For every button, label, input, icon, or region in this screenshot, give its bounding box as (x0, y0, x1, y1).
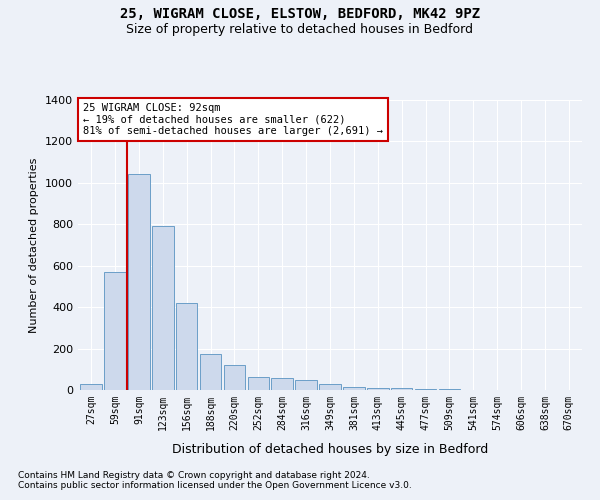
Y-axis label: Number of detached properties: Number of detached properties (29, 158, 40, 332)
Bar (80, 384, 102, 390)
Bar (343, 387, 365, 390)
Bar (152, 226, 173, 390)
Bar (176, 303, 197, 390)
Bar (391, 388, 412, 390)
Text: Size of property relative to detached houses in Bedford: Size of property relative to detached ho… (127, 22, 473, 36)
Bar (295, 380, 317, 390)
Bar (128, 174, 149, 390)
Text: Distribution of detached houses by size in Bedford: Distribution of detached houses by size … (172, 442, 488, 456)
Bar (224, 365, 245, 390)
Bar (200, 354, 221, 390)
Bar (415, 389, 436, 390)
Text: Contains public sector information licensed under the Open Government Licence v3: Contains public sector information licen… (18, 481, 412, 490)
Text: 25, WIGRAM CLOSE, ELSTOW, BEDFORD, MK42 9PZ: 25, WIGRAM CLOSE, ELSTOW, BEDFORD, MK42 … (120, 8, 480, 22)
Bar (271, 378, 293, 390)
Text: 25 WIGRAM CLOSE: 92sqm
← 19% of detached houses are smaller (622)
81% of semi-de: 25 WIGRAM CLOSE: 92sqm ← 19% of detached… (83, 103, 383, 136)
Text: Contains HM Land Registry data © Crown copyright and database right 2024.: Contains HM Land Registry data © Crown c… (18, 471, 370, 480)
Bar (319, 384, 341, 390)
Bar (104, 272, 126, 390)
Bar (367, 388, 389, 390)
Bar (248, 376, 269, 390)
